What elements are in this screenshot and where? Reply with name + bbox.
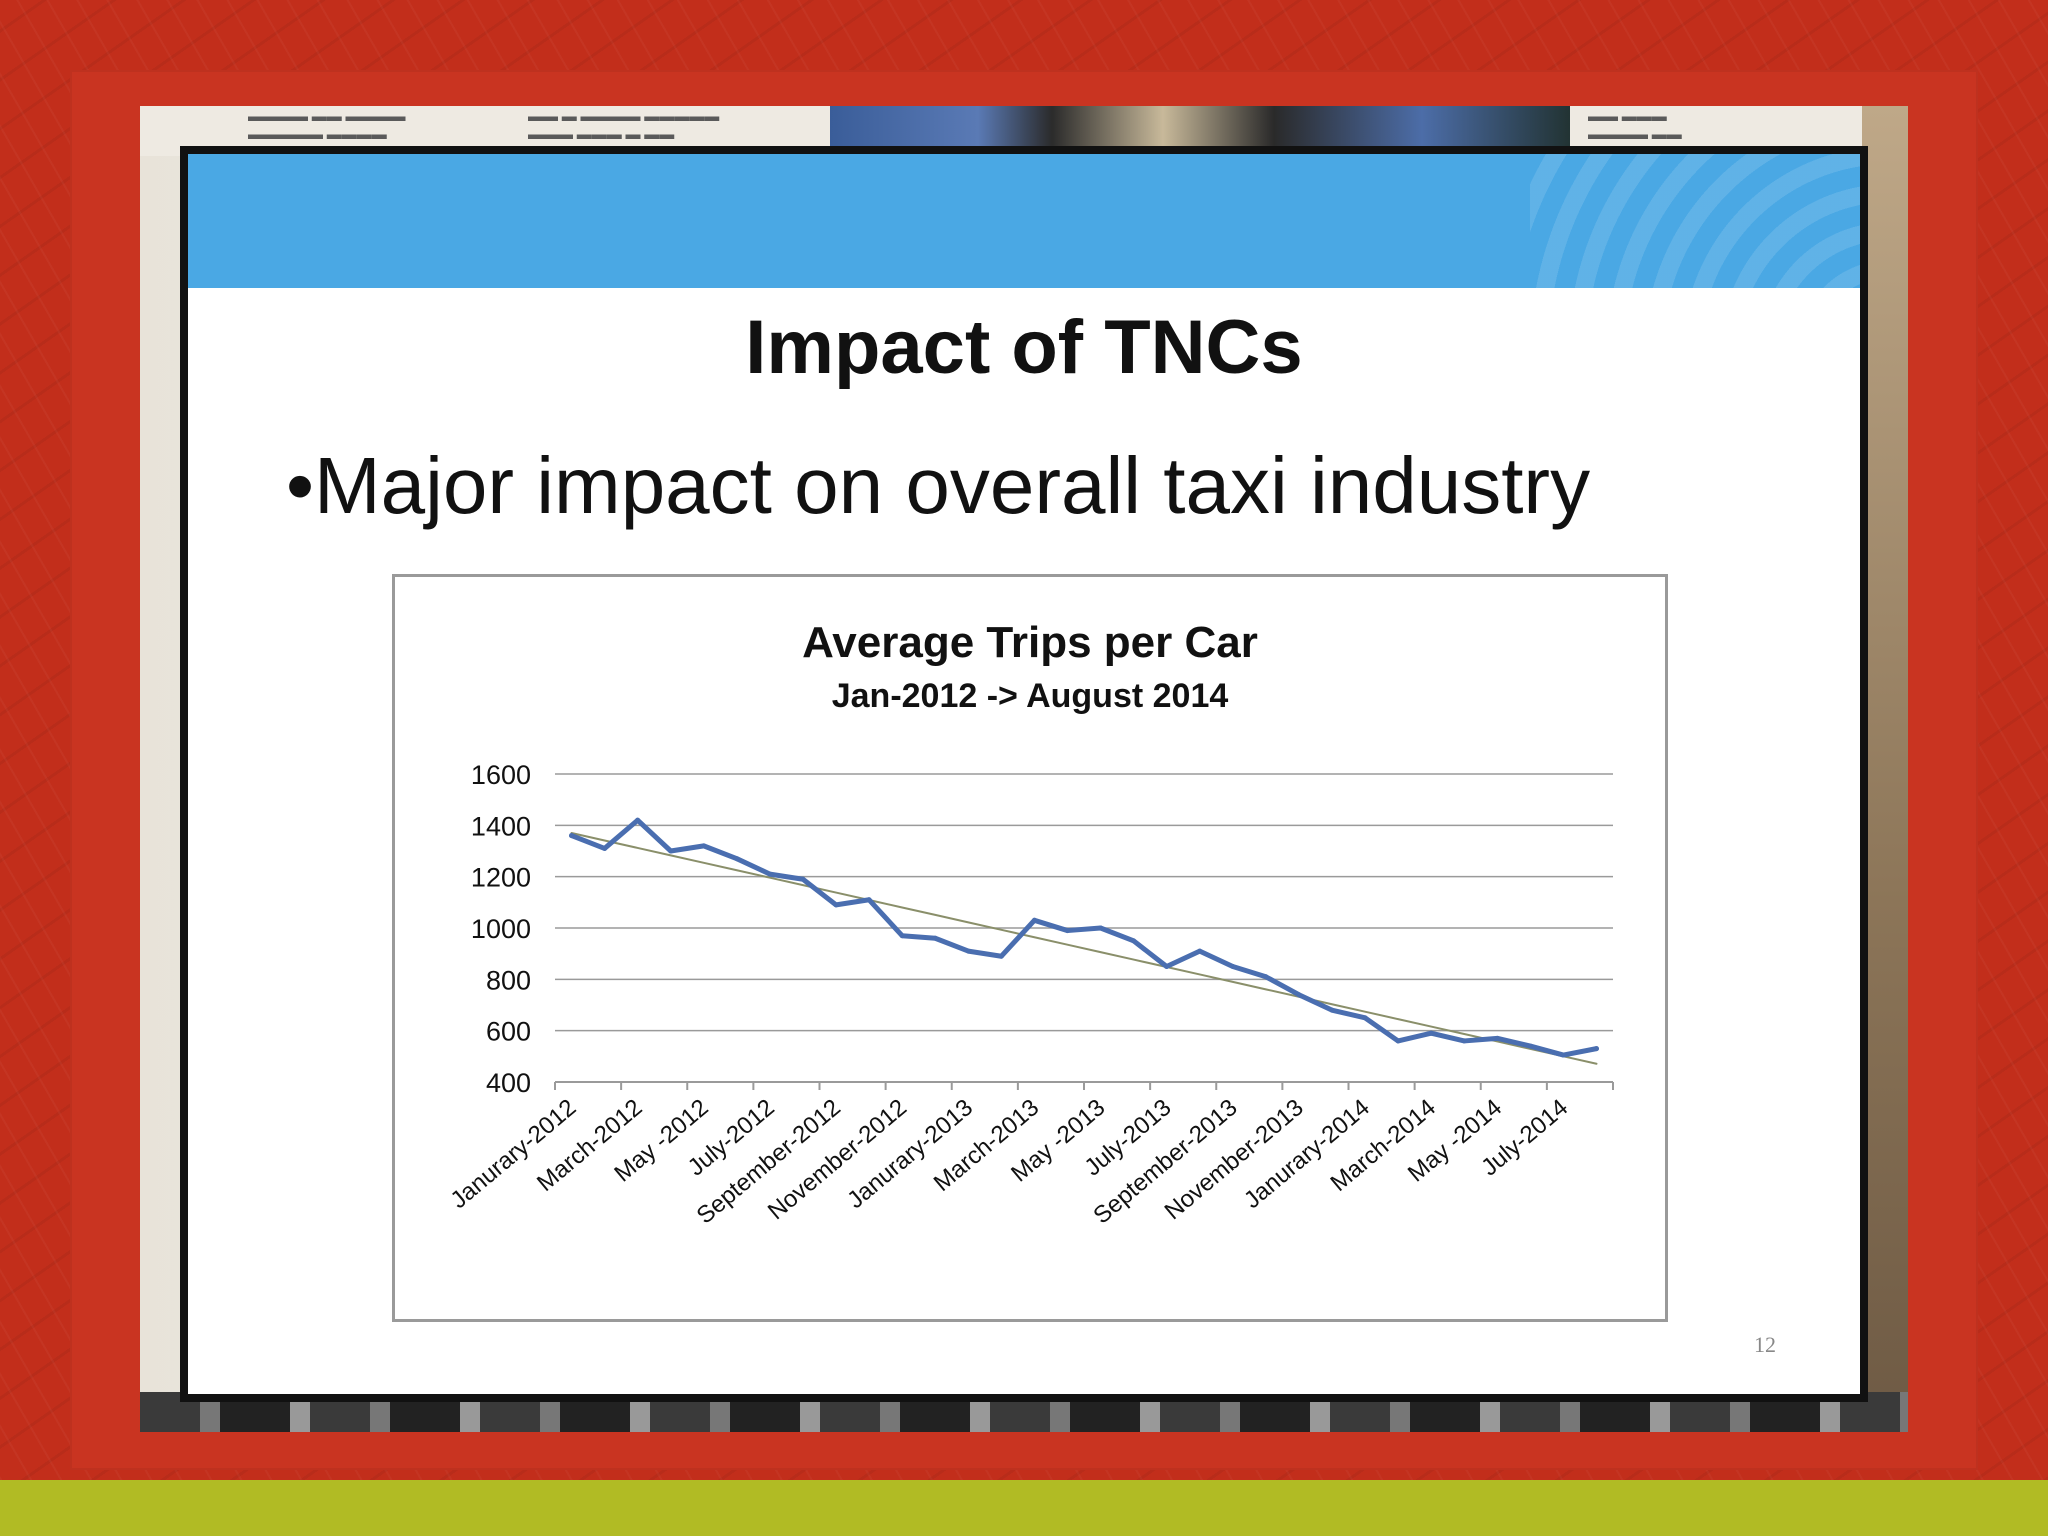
newsprint-fragment: ▬▬ ▬▬▬ ▬▬▬▬ ▬▬	[1588, 109, 1682, 143]
chart-container: Average Trips per Car Jan-2012 -> August…	[392, 574, 1668, 1322]
chart-title: Average Trips per Car	[802, 618, 1258, 667]
y-axis-tick-labels: 1600 1400 1200 1000 800 600 400	[471, 760, 531, 1098]
bottom-green-band	[0, 1480, 2048, 1536]
data-point	[635, 817, 641, 823]
data-point	[1362, 1015, 1368, 1021]
data-point	[569, 833, 575, 839]
data-point	[1296, 992, 1302, 998]
slide-title: Impact of TNCs	[745, 305, 1303, 390]
gridlines	[555, 773, 1613, 1083]
collage-edge	[1862, 106, 1908, 1432]
data-point	[1263, 974, 1269, 980]
data-point	[1164, 964, 1170, 969]
data-point	[899, 933, 905, 939]
data-point	[734, 856, 740, 862]
data-point	[1098, 925, 1104, 931]
y-tick-label: 600	[486, 1017, 531, 1047]
data-point	[965, 948, 971, 954]
series-lines	[569, 817, 1599, 1065]
slide-header-band	[188, 154, 1860, 354]
slide-bullet: •Major impact on overall taxi industry	[286, 441, 1591, 530]
data-point	[1395, 1038, 1401, 1044]
data-point	[1527, 1043, 1533, 1049]
series-line-trips	[569, 817, 1599, 1058]
y-tick-label: 800	[486, 965, 531, 995]
data-point	[1329, 1007, 1335, 1013]
data-point	[833, 902, 839, 908]
data-point	[1131, 938, 1137, 944]
data-point	[1230, 964, 1236, 969]
y-tick-label: 1200	[471, 863, 531, 893]
series-line-trend	[570, 832, 1598, 1065]
data-point	[1560, 1052, 1566, 1058]
newsprint-fragment: ▬▬ ▬ ▬▬▬▬ ▬▬▬▬▬ ▬▬▬ ▬▬▬ ▬ ▬▬	[528, 109, 720, 143]
data-point	[932, 935, 938, 941]
data-point	[998, 953, 1004, 959]
header-swirl-decoration	[1530, 154, 1860, 354]
data-point	[1197, 948, 1203, 954]
y-tick-label: 1600	[471, 760, 531, 790]
data-point	[800, 876, 806, 882]
y-tick-label: 1400	[471, 811, 531, 841]
chart-subtitle: Jan-2012 -> August 2014	[832, 677, 1229, 715]
data-point	[767, 871, 773, 877]
data-point	[668, 848, 674, 854]
data-point	[1593, 1046, 1599, 1052]
presentation-slide: Impact of TNCs •Major impact on overall …	[180, 146, 1868, 1402]
data-point	[701, 843, 707, 849]
data-point	[1064, 928, 1070, 934]
y-tick-label: 1000	[471, 914, 531, 944]
line-chart: Average Trips per Car Jan-2012 -> August…	[445, 618, 1614, 1230]
data-point	[866, 897, 872, 903]
data-point	[1031, 917, 1037, 923]
data-point	[1461, 1038, 1467, 1044]
y-tick-label: 400	[486, 1068, 531, 1098]
newsprint-fragment: ▬▬▬▬ ▬▬ ▬▬▬▬ ▬▬▬▬▬ ▬▬▬▬	[248, 109, 406, 143]
data-point	[602, 845, 608, 851]
data-point	[1494, 1035, 1500, 1041]
data-point	[1428, 1030, 1434, 1036]
slide-number: 12	[1754, 1332, 1776, 1357]
